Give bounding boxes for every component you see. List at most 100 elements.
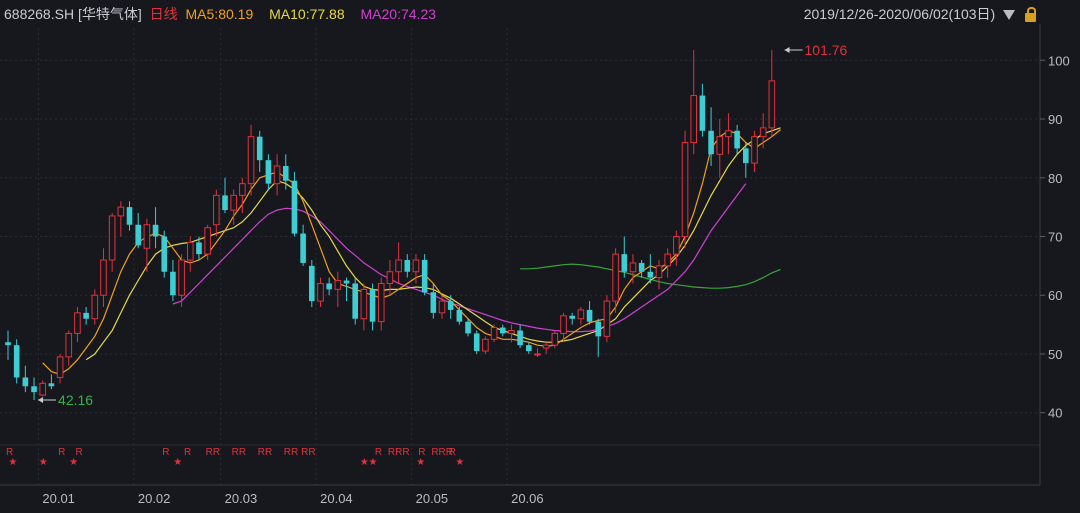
signal-r-label: R xyxy=(162,447,169,458)
candle xyxy=(309,259,315,307)
candle-body xyxy=(526,345,532,352)
candle xyxy=(360,283,368,331)
candle-body xyxy=(612,253,619,302)
candle xyxy=(681,130,689,249)
candle-body xyxy=(621,254,628,272)
candle-body xyxy=(768,80,776,129)
candle-body xyxy=(386,271,394,284)
candle xyxy=(456,306,463,325)
candle-body xyxy=(603,300,611,337)
candle xyxy=(48,374,55,390)
candle-body xyxy=(300,233,306,263)
candle-body xyxy=(490,327,498,340)
candle xyxy=(482,336,489,354)
candle xyxy=(178,254,185,307)
candle-body xyxy=(751,136,758,164)
candle xyxy=(404,254,411,278)
candle xyxy=(152,207,159,249)
candle-body xyxy=(569,315,575,319)
signal-r-label: R xyxy=(6,447,13,458)
candle xyxy=(247,124,255,196)
candle xyxy=(343,277,350,302)
date-range[interactable]: 2019/12/26-2020/06/02(103日) xyxy=(804,4,1036,24)
signal-star: ★ xyxy=(173,457,182,468)
stock-symbol: 688268.SH xyxy=(4,6,75,22)
candle-body xyxy=(204,227,211,255)
candle xyxy=(526,342,532,354)
candle-body xyxy=(534,353,541,356)
candle xyxy=(595,318,602,357)
candle xyxy=(161,230,168,278)
candle-body xyxy=(499,327,506,334)
signal-r-label: R xyxy=(184,447,191,458)
candle xyxy=(569,312,575,325)
candle xyxy=(100,248,107,307)
candle xyxy=(438,295,446,319)
signal-star: ★ xyxy=(8,457,17,468)
candle xyxy=(213,189,220,237)
candle xyxy=(204,224,211,260)
y-tick-label: 100 xyxy=(1048,53,1070,68)
candle xyxy=(170,259,176,302)
candle xyxy=(91,289,99,325)
candle-body xyxy=(334,280,342,290)
y-tick-label: 90 xyxy=(1048,112,1062,127)
y-tick-label: 50 xyxy=(1048,347,1062,362)
candle-body xyxy=(421,259,428,293)
candle xyxy=(759,113,767,149)
candle xyxy=(508,324,515,343)
candle-body xyxy=(317,282,324,302)
candle-body xyxy=(213,194,220,226)
candle-body xyxy=(508,329,515,334)
candle xyxy=(603,295,611,343)
candle xyxy=(447,295,454,319)
annotation-label: 42.16 xyxy=(58,392,93,408)
annotation-label: 101.76 xyxy=(805,42,848,58)
chart-header: 688268.SH [华特气体] 日线 MA5:80.19 MA10:77.88… xyxy=(4,4,436,24)
candle xyxy=(586,301,593,325)
lock-icon[interactable] xyxy=(1025,6,1036,22)
candle xyxy=(143,218,151,272)
candle-body xyxy=(74,312,81,334)
candle-body xyxy=(759,127,767,138)
signal-r-label: R xyxy=(449,447,456,458)
candle xyxy=(395,242,402,284)
candle xyxy=(196,236,202,260)
candle-body xyxy=(681,142,689,237)
candle-body xyxy=(551,332,559,346)
period-label[interactable]: 日线 xyxy=(149,6,178,22)
x-tick-label: 20.04 xyxy=(320,491,353,506)
signal-r-label: R xyxy=(418,447,425,458)
y-tick-label: 80 xyxy=(1048,171,1062,186)
candle xyxy=(490,324,498,343)
candle xyxy=(5,330,11,360)
candle xyxy=(369,283,376,331)
candle xyxy=(108,213,116,272)
stock-name: [华特气体] xyxy=(77,6,142,22)
triangle-down-icon[interactable] xyxy=(1003,10,1016,21)
candle xyxy=(629,254,637,284)
candle-body xyxy=(326,283,332,290)
candle-body xyxy=(126,207,133,225)
signal-star: ★ xyxy=(69,457,78,468)
candle-body xyxy=(108,215,116,261)
candle xyxy=(83,306,89,325)
candle-body xyxy=(48,383,55,387)
candle-body xyxy=(282,166,289,181)
candle-body xyxy=(716,136,724,155)
candle-body xyxy=(352,283,358,319)
ma10-legend: MA10:77.88 xyxy=(269,6,345,22)
candle-body xyxy=(482,338,489,352)
candlesticks xyxy=(5,49,776,401)
candle-body xyxy=(447,301,454,310)
candle xyxy=(734,124,740,155)
candle-body xyxy=(638,262,645,272)
y-tick-label: 40 xyxy=(1048,406,1062,421)
candle xyxy=(65,330,73,366)
candle-body xyxy=(83,312,89,319)
price-annotations: 42.16 101.76 xyxy=(38,42,848,408)
date-range-text: 2019/12/26-2020/06/02(103日) xyxy=(803,6,996,22)
candle-body xyxy=(135,224,141,246)
signal-star: ★ xyxy=(360,457,369,468)
